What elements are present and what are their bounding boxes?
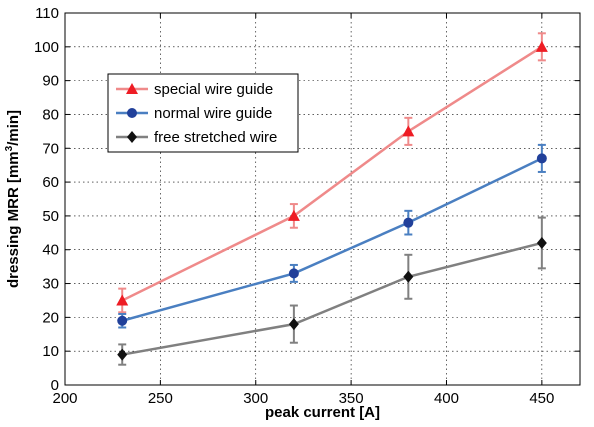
axis-ticks: 200 250 300 350 400 450 0 10 20 30 40 50 60 70 80 90 100… (34, 5, 580, 407)
y-tick-label: 20 (42, 309, 59, 326)
series-layer (116, 32, 548, 366)
y-tick-label: 100 (34, 39, 59, 56)
y-axis-label-main: dressing MRR [mm (5, 151, 22, 288)
data-point (536, 236, 547, 249)
data-point (117, 315, 128, 326)
series-free-stretched-wire (117, 216, 547, 366)
data-point (536, 153, 547, 164)
y-tick-label: 0 (51, 377, 59, 394)
legend-swatch-marker (126, 83, 138, 94)
x-tick-label: 300 (243, 390, 268, 407)
y-axis-label-unit: /min] (5, 110, 22, 146)
series-line (122, 241, 543, 356)
x-tick-label: 350 (339, 390, 364, 407)
y-tick-label: 80 (42, 106, 59, 123)
y-axis-label-superscript: 3 (4, 145, 15, 151)
data-point (535, 40, 548, 52)
legend: special wire guide normal wire guide free … (107, 73, 299, 153)
legend-label: special wire guide (154, 81, 273, 98)
y-tick-label: 110 (35, 5, 59, 22)
y-tick-label: 10 (42, 343, 59, 360)
plot-area-frame (64, 12, 581, 386)
series-line (121, 45, 543, 302)
y-tick-label: 60 (42, 174, 59, 191)
legend-label: free stretched wire (154, 129, 277, 146)
y-axis-label: dressing MRR [mm3/min] (4, 110, 22, 288)
legend-swatch-marker (127, 131, 137, 143)
x-axis-label: peak current [A] (265, 404, 380, 421)
series-special-wire-guide (116, 32, 548, 314)
data-point (287, 209, 300, 221)
data-point (403, 217, 414, 228)
data-point (288, 268, 299, 279)
series-line (121, 157, 543, 322)
x-tick-label: 400 (434, 390, 459, 407)
y-tick-label: 70 (42, 140, 59, 157)
legend-swatch-marker (127, 108, 137, 118)
data-point (288, 318, 299, 331)
y-tick-label: 30 (42, 276, 59, 293)
data-point (402, 125, 415, 137)
y-tick-label: 50 (42, 208, 59, 225)
y-tick-label: 90 (42, 73, 59, 90)
x-tick-label: 250 (148, 390, 173, 407)
x-tick-label: 450 (529, 390, 554, 407)
series-normal-wire-guide (117, 143, 547, 329)
y-tick-label: 40 (42, 242, 59, 259)
legend-label: normal wire guide (154, 105, 272, 122)
data-point (116, 294, 129, 306)
data-point (117, 348, 128, 361)
x-tick-label: 200 (52, 390, 77, 407)
grid-lines (65, 13, 580, 385)
data-point (403, 270, 414, 283)
